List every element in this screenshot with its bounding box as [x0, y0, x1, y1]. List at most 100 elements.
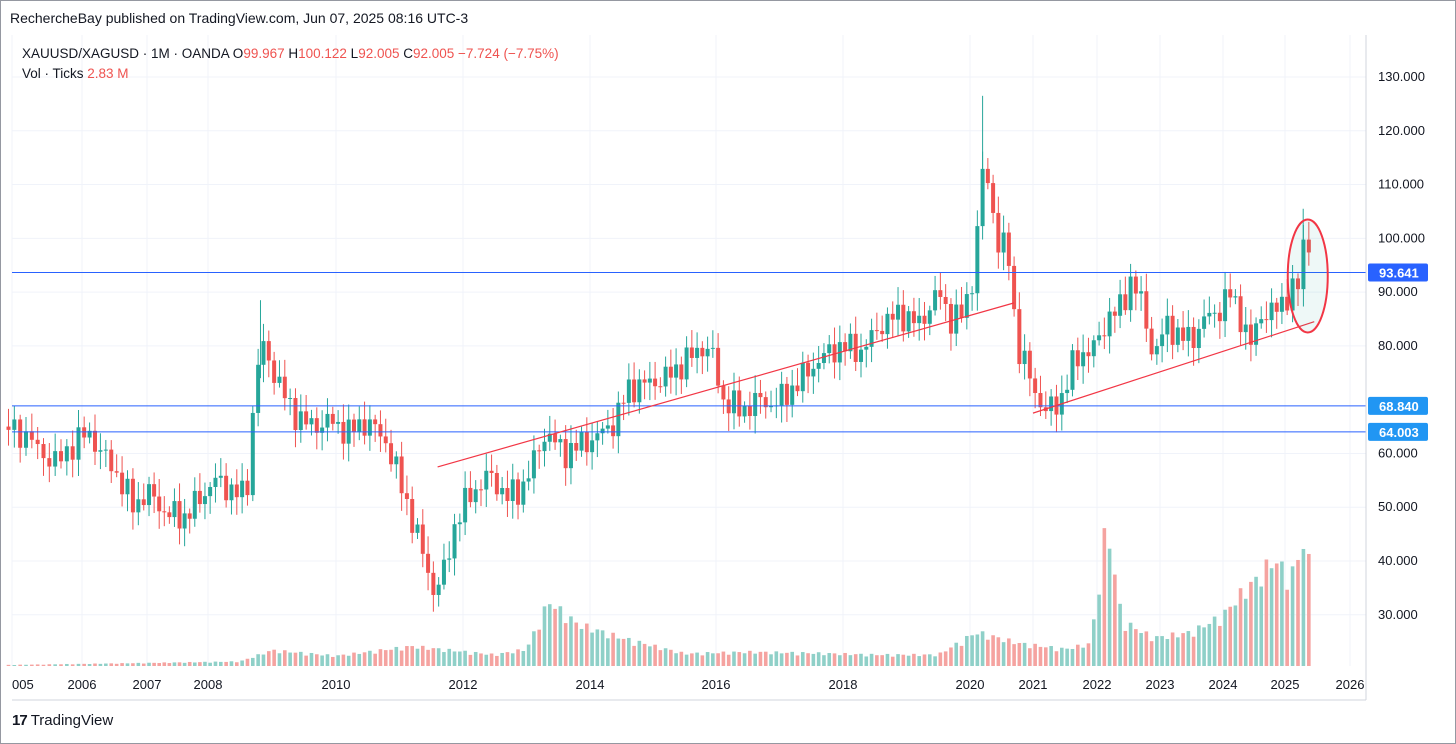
candle-body [87, 430, 92, 438]
candle [689, 330, 694, 367]
candle [70, 430, 75, 478]
candle [1269, 288, 1274, 338]
candle-body [1217, 312, 1222, 322]
candle [489, 454, 494, 487]
candle [917, 298, 922, 341]
candle [1149, 316, 1154, 361]
candle [616, 391, 621, 454]
volume-bar [547, 604, 552, 666]
candle-body [985, 168, 990, 184]
volume-bar [748, 650, 752, 666]
volume-bar [30, 664, 34, 666]
candle [1243, 306, 1248, 350]
candle-body [970, 293, 975, 295]
volume-bar [120, 663, 124, 666]
candle [563, 425, 568, 486]
candle-body [563, 439, 568, 469]
candle-body [394, 456, 399, 465]
volume-bar [415, 648, 420, 666]
candle-body [1223, 289, 1228, 322]
candle-body [616, 402, 621, 437]
candle-body [202, 496, 207, 505]
candle-body [1001, 232, 1006, 253]
candle-body [152, 484, 157, 497]
candle-body [917, 315, 922, 324]
candle [922, 301, 927, 341]
candle [537, 444, 542, 469]
candle-body [843, 342, 848, 352]
candle-body [896, 304, 901, 320]
volume-bar [922, 654, 927, 666]
candle-body [584, 432, 589, 453]
volume-bar [224, 661, 228, 666]
candle-body [784, 383, 789, 405]
candle [29, 413, 34, 449]
candle-body [1086, 352, 1091, 357]
candle-body [1017, 309, 1022, 365]
volume-bar [811, 653, 816, 666]
candle-body [70, 446, 75, 460]
volume-bar [627, 637, 631, 666]
volume-bar [800, 652, 805, 666]
candle [1217, 301, 1222, 339]
candle-body [76, 427, 81, 460]
volume-bar [1155, 636, 1159, 666]
volume-bar [737, 652, 742, 666]
candle [684, 336, 689, 388]
candle-body [1081, 352, 1086, 367]
volume-bar [162, 662, 167, 666]
x-tick-label: 005 [12, 677, 34, 692]
candle-body [1207, 312, 1212, 317]
candle-body [182, 513, 187, 529]
volume-bar [240, 660, 244, 666]
candle [136, 482, 141, 526]
candle-body [1123, 294, 1128, 311]
volume-bar [590, 632, 594, 666]
candle-body [537, 450, 542, 452]
price-label-text: 93.641 [1379, 266, 1419, 281]
candle-body [272, 360, 277, 383]
candle-body [1165, 315, 1170, 335]
volume-bar [362, 652, 367, 666]
candle [500, 476, 505, 505]
candle [964, 282, 969, 330]
candle [114, 454, 119, 478]
candle-body [277, 376, 282, 383]
y-tick-label: 60.000 [1378, 445, 1418, 460]
volume-bar [1022, 642, 1027, 666]
volume-bar [1118, 603, 1122, 666]
candle-body [261, 341, 266, 365]
candle [1075, 337, 1080, 381]
candle [357, 406, 362, 441]
candle [162, 496, 167, 527]
candle [790, 369, 795, 418]
candle-body [980, 168, 985, 227]
candle [584, 417, 589, 466]
candle [87, 422, 92, 444]
candle [147, 476, 152, 517]
volume-bar [1033, 643, 1037, 666]
candle [177, 483, 182, 545]
candle-body [172, 501, 177, 518]
candle [1038, 375, 1043, 417]
candle-body [1186, 326, 1191, 341]
tradingview-logo[interactable]: 17 TradingView [12, 712, 113, 729]
volume-bar [526, 644, 531, 666]
candle-body [1228, 289, 1233, 298]
volume-bar [172, 662, 177, 666]
price-label-box [1368, 263, 1428, 282]
candle [1279, 283, 1284, 325]
candle-body [1202, 316, 1207, 329]
volume-bar [600, 630, 605, 666]
candle [218, 458, 223, 488]
candle [516, 472, 521, 520]
candle-body [516, 479, 521, 505]
candle [109, 440, 114, 483]
volume-bar [1296, 559, 1300, 666]
volume-bar [774, 651, 779, 666]
candle-body [1175, 327, 1180, 345]
candle [647, 361, 652, 401]
volume-bar [167, 663, 172, 666]
candle-body [663, 366, 668, 387]
